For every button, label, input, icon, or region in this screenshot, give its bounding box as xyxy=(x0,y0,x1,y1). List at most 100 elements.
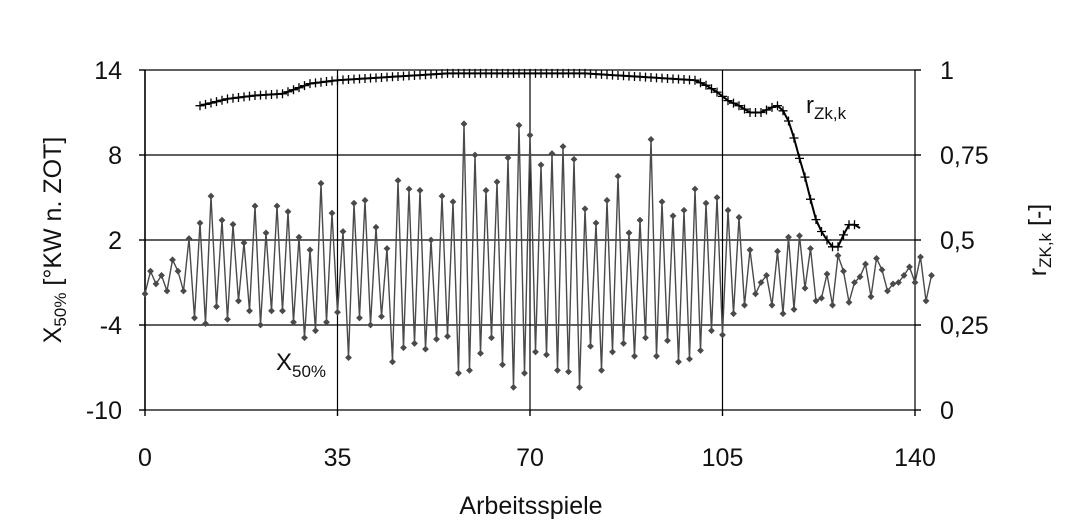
x50-point xyxy=(229,221,237,228)
x50-point xyxy=(911,279,919,286)
x50-point xyxy=(389,358,396,366)
rzk-point xyxy=(201,99,210,109)
rzk-point xyxy=(212,97,221,107)
x50-point xyxy=(532,348,539,356)
x50-point xyxy=(449,198,457,206)
x50-point xyxy=(147,267,154,275)
x50-point xyxy=(895,279,902,286)
rzk-point xyxy=(690,75,700,85)
x50-point xyxy=(724,206,732,214)
rzk-point xyxy=(239,92,249,102)
x50-point xyxy=(383,245,391,252)
x50-point xyxy=(713,194,721,201)
rzk-point xyxy=(228,93,238,103)
x50-point xyxy=(224,315,231,323)
x50-point xyxy=(779,310,787,318)
x50-point xyxy=(416,187,424,194)
x50-point xyxy=(774,247,781,255)
x50-point xyxy=(400,344,407,352)
x50-point xyxy=(691,185,699,193)
rzk-point xyxy=(696,78,705,88)
rzk-point xyxy=(305,79,315,89)
x50-point xyxy=(856,273,864,281)
x50-point xyxy=(834,252,842,259)
x50-point xyxy=(917,253,924,261)
x50-point xyxy=(339,228,347,235)
x50-point xyxy=(493,178,501,186)
y-axis-title-left: X50% [°KW n. ZOT] xyxy=(39,137,70,344)
x50-point xyxy=(873,255,880,262)
x50-point xyxy=(174,267,182,275)
x50-point xyxy=(614,172,622,180)
x50-point xyxy=(488,334,495,342)
x50-point xyxy=(196,219,204,227)
x50-point xyxy=(466,366,473,374)
x-tick-label: 140 xyxy=(894,444,936,472)
rzk-point xyxy=(707,84,716,94)
rzk-point xyxy=(822,235,832,245)
x50-point xyxy=(581,205,589,213)
x50-point xyxy=(152,280,160,288)
x50-series xyxy=(141,120,935,391)
x50-point xyxy=(565,368,572,376)
x50-point xyxy=(829,301,836,309)
rzk-point xyxy=(773,101,782,111)
x50-point xyxy=(257,321,264,329)
y-tick-label-left: 8 xyxy=(108,142,122,170)
x50-point xyxy=(515,121,523,129)
rzk-point xyxy=(327,76,337,86)
rzk-point xyxy=(316,77,326,87)
x50-point xyxy=(202,320,209,327)
x50-point xyxy=(306,246,314,254)
x50-point xyxy=(576,383,583,391)
rzk-point xyxy=(817,227,826,236)
x50-point xyxy=(394,177,402,184)
x-tick-label: 70 xyxy=(516,444,544,472)
x50-point xyxy=(763,272,770,279)
x50-point xyxy=(284,208,292,216)
y-tick-label-left: -4 xyxy=(100,312,122,340)
rzk-point xyxy=(784,116,793,126)
x50-point xyxy=(735,213,743,221)
rzk-point xyxy=(789,133,799,143)
rzk-point xyxy=(795,153,804,163)
x50-point xyxy=(708,327,715,335)
grid xyxy=(139,69,921,416)
x50-point xyxy=(587,342,594,350)
x50-point xyxy=(697,347,704,354)
x50-point xyxy=(504,154,512,162)
rzk-point xyxy=(811,215,821,225)
x50-point xyxy=(862,260,869,268)
x50-point xyxy=(845,298,853,306)
x50-point xyxy=(378,313,385,320)
rzk-point xyxy=(740,104,749,114)
x50-point xyxy=(642,334,649,342)
x50-point xyxy=(570,155,578,163)
rzk-point xyxy=(800,172,810,182)
x50-point xyxy=(796,232,803,240)
x50-point xyxy=(554,366,561,374)
x50-point xyxy=(603,196,611,204)
rzk-point xyxy=(712,87,722,97)
rzk-point xyxy=(850,220,859,230)
rzk-point xyxy=(767,102,777,112)
x50-point xyxy=(757,279,765,286)
x50-point xyxy=(686,355,693,363)
rzk-point xyxy=(806,194,815,204)
x50-point xyxy=(922,297,930,305)
x50-point xyxy=(499,361,506,369)
x50-point xyxy=(543,351,550,359)
x-tick-label: 35 xyxy=(324,444,352,472)
x50-point xyxy=(273,202,281,210)
rzk-point xyxy=(311,78,320,88)
x50-point xyxy=(889,280,897,288)
rzk-point xyxy=(234,93,243,103)
x50-point xyxy=(169,256,176,264)
x50-point xyxy=(510,383,517,391)
x50-point xyxy=(521,369,528,377)
x50-point xyxy=(158,272,165,279)
x50-point xyxy=(235,297,242,305)
x50-point xyxy=(818,294,825,302)
y-axis-title-right: rZK,k [-] xyxy=(1024,204,1055,276)
rzk-point xyxy=(729,98,738,108)
